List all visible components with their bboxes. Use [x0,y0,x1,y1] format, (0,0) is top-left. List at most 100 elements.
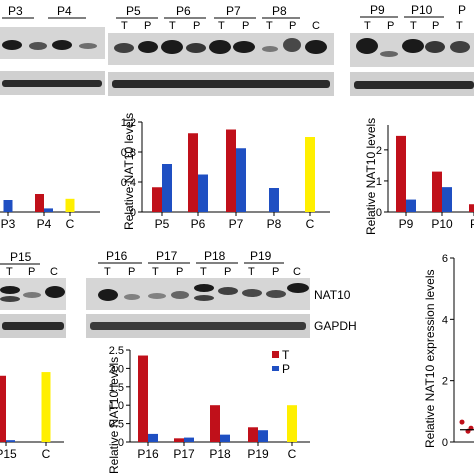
lane-label-p: P [224,266,231,278]
legend-label-t: T [282,348,290,362]
lane-group-label: P15 [10,250,32,264]
legend: T P [272,348,290,376]
chart-panel-c: 0 1 2 P9 P10 P [376,125,474,231]
y-tick-label: 2 [376,145,382,157]
blot-band [2,322,64,330]
lane-label-t: T [364,20,371,32]
bar-c-c [305,137,315,212]
blot-band [186,43,206,53]
blot-band [2,80,102,87]
bar-p-p6 [198,174,208,212]
ylabel-f: Relative NAT10 expression levels [423,269,437,448]
lane-group-label: P7 [226,4,241,18]
y-tick-label: 0 [130,207,136,219]
legend-swatch-t [272,351,279,358]
lane-label-p: P [432,20,439,32]
blot-band [242,289,262,297]
x-tick-label: P5 [155,217,170,231]
bar-p-p4 [44,208,53,212]
blot-band [194,295,214,301]
lane-label-p: P [128,266,135,278]
blot-band [138,41,158,53]
x-tick-label: P16 [137,447,159,461]
y-tick-label: 1 [376,176,382,188]
lane-label-t: T [104,266,111,278]
y-tick-label: 0.8 [121,147,136,159]
lane-label-t: T [248,266,255,278]
lane-label-t: T [169,20,176,32]
bar-p-p7 [236,148,246,212]
row-label-nat10: NAT10 [314,288,351,302]
lane-label-p: P [193,20,200,32]
lane-label-p: P [387,20,394,32]
lane-group-label: P3 [8,4,23,18]
y-tick-label: 2.0 [109,363,124,375]
blot-d: P15 T P C [0,250,66,338]
blot-band [402,39,424,53]
y-tick-label: 4 [442,314,448,326]
legend-swatch-p [272,366,279,371]
y-tick-label: 1.5 [109,382,124,394]
blot-band [98,289,118,301]
bar-p-p9 [406,199,416,212]
bar-p-p10 [442,187,452,212]
y-tick-label: 2.5 [109,345,124,357]
chart-panel-a: P3 P4 C [0,194,100,231]
x-tick-label: P4 [37,217,52,231]
x-tick-label: C [66,217,75,231]
bar-t-p6 [188,133,198,212]
chart-panel-e: 0 0.5 1.0 1.5 2.0 2.5 P16 P17 P18 P19 C [109,345,310,461]
blot-band [287,283,309,293]
bar-t-p7 [226,129,236,212]
bar-t-p [469,204,474,212]
lane-label-c: C [312,20,320,32]
y-tick-label: 1.0 [109,400,124,412]
x-tick-label: C [42,447,51,461]
blot-band [90,322,306,330]
y-tick-label: 0 [376,207,382,219]
x-tick-label: C [288,447,297,461]
blot-band [161,40,183,54]
blot-band [380,51,398,57]
blot-band [124,294,140,300]
x-tick-label: C [306,217,315,231]
y-tick-label: 0.4 [121,177,136,189]
lane-group-label: P6 [176,4,191,18]
bar-t-p9 [396,135,406,212]
blot-a: P3 P4 [0,4,105,95]
bar-p-p3 [3,200,13,212]
x-tick-label: P [470,217,474,231]
lane-label-t: T [456,20,463,32]
blot-band [283,38,301,52]
blot-band [171,291,189,299]
bar-c-c [41,372,51,442]
blot-band [233,41,255,53]
blot-e: P16 P17 P18 P19 T P T P T P T P C NAT10 … [86,249,357,338]
blot-band [194,284,214,292]
bar-p-p18 [220,434,230,442]
lane-label-t: T [410,20,417,32]
lane-group-label: P18 [204,249,226,263]
lane-group-label: P19 [250,249,272,263]
lane-group-label: P5 [126,4,141,18]
x-tick-label: P3 [1,217,16,231]
chart-panel-d: P15 C [0,372,64,461]
lane-label-c: C [50,266,58,278]
bar-t-p10 [432,171,442,212]
blot-band [356,38,378,54]
y-tick-label: 6 [442,253,448,265]
ylabel-e: Relative NAT10 levels [107,357,121,474]
x-tick-label: P10 [431,217,453,231]
blot-band [112,80,330,88]
bar-p-p16 [148,433,158,442]
bar-t-p5 [152,187,162,212]
ylabel-c: Relative NAT10 levels [364,118,378,235]
blot-band [148,293,166,299]
lane-label-p: P [176,266,183,278]
blot-band [52,40,72,50]
bar-c-c [65,198,75,212]
lane-group-label: P16 [106,249,128,263]
lane-group-label: P9 [370,3,385,17]
x-tick-label: P9 [399,217,414,231]
